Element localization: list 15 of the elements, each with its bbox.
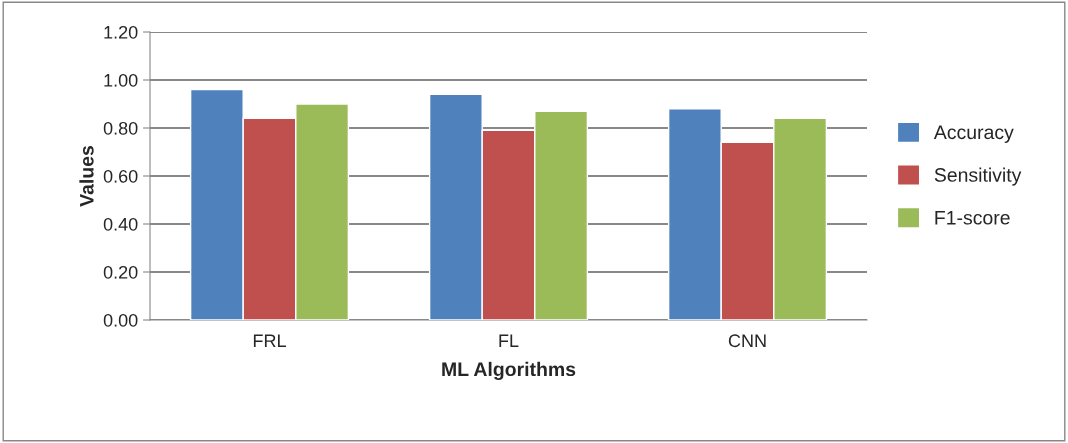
y-tick-label: 0.40 bbox=[103, 217, 138, 231]
y-tick-label: 0.20 bbox=[103, 265, 138, 279]
y-tick-label: 1.20 bbox=[104, 25, 138, 39]
y-tick-label: 0.60 bbox=[103, 169, 138, 183]
x-tick-label: CNN bbox=[728, 334, 766, 348]
legend-label: Accuracy bbox=[933, 125, 1014, 143]
x-tick-label: FL bbox=[499, 334, 519, 347]
y-tick-label: 1.00 bbox=[104, 73, 138, 87]
x-tick-label: FRL bbox=[253, 334, 286, 347]
y-tick-label: 0.00 bbox=[103, 313, 138, 327]
y-tick-label: 0.80 bbox=[103, 121, 138, 135]
y-axis-title: Values bbox=[79, 145, 94, 207]
legend-label: F1-score bbox=[935, 211, 1010, 225]
x-axis-title: ML Algorithms bbox=[442, 361, 576, 381]
legend-label: Sensitivity bbox=[934, 167, 1022, 186]
